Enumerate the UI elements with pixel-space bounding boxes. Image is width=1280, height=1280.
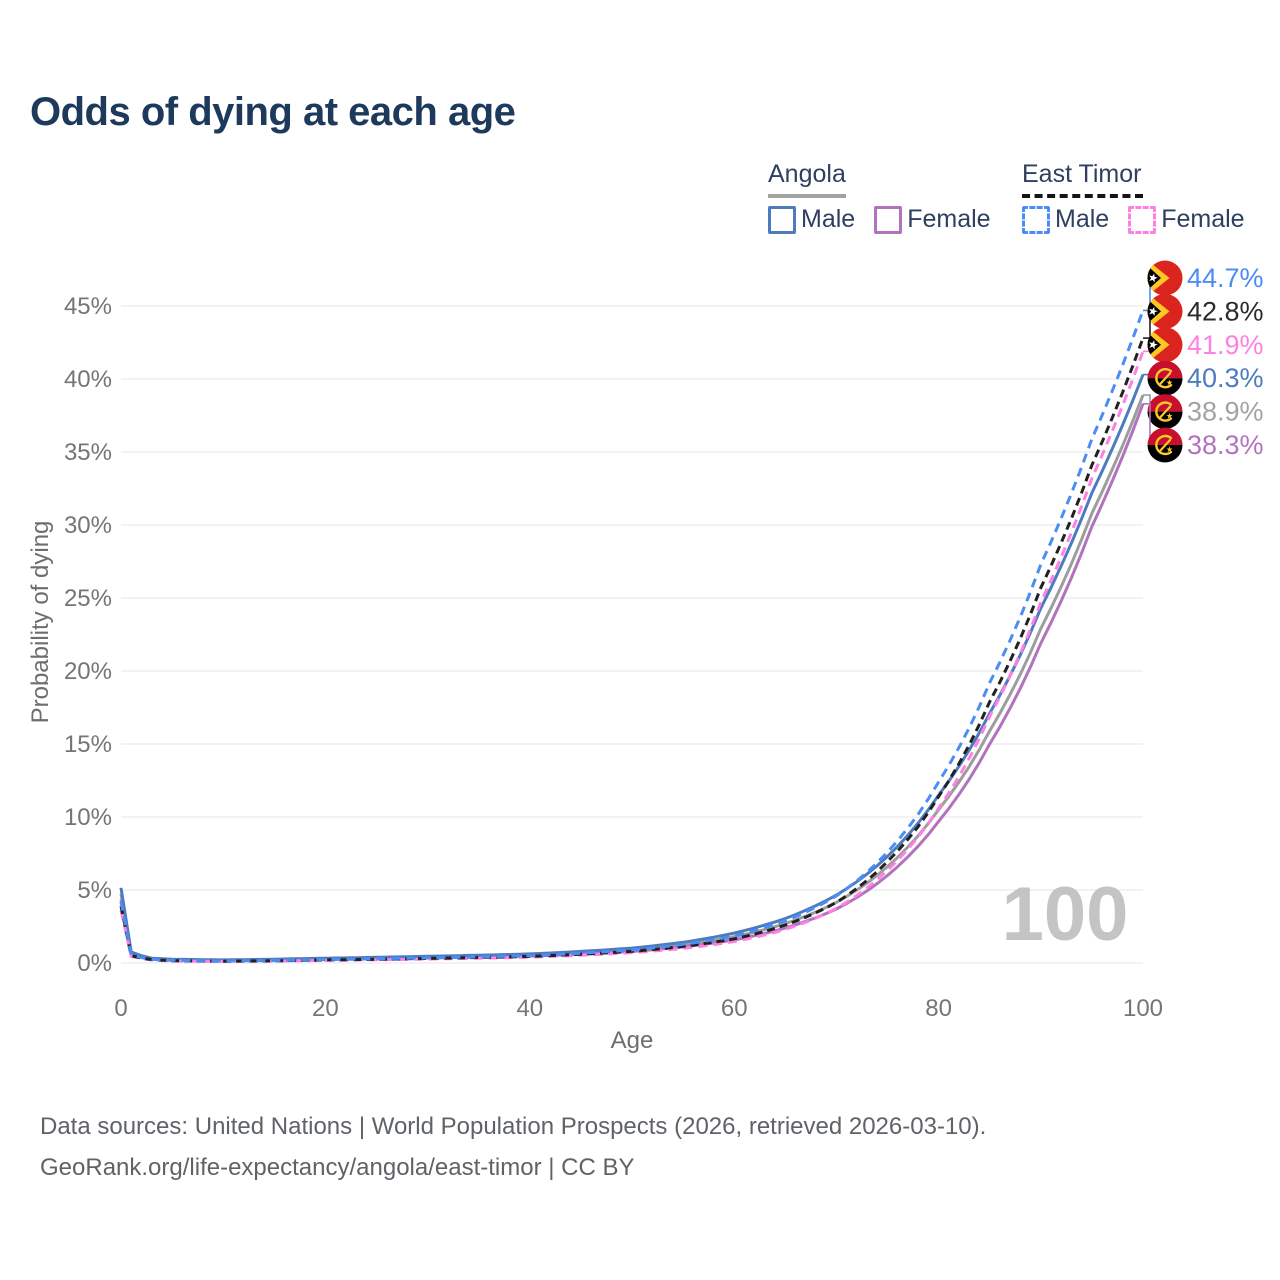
series-line-tl-male bbox=[119, 309, 1145, 963]
series-line-ao-avg bbox=[119, 394, 1145, 962]
legend-item-east-timor-female[interactable]: Female bbox=[1128, 205, 1245, 234]
y-tick-label: 0% bbox=[77, 950, 112, 977]
end-label-tl-male: 44.7% bbox=[1187, 263, 1264, 293]
legend-item-angola-male[interactable]: Male bbox=[768, 205, 855, 234]
y-tick-label: 5% bbox=[77, 877, 112, 904]
y-tick-label: 25% bbox=[64, 585, 112, 612]
footer-attribution: GeoRank.org/life-expectancy/angola/east-… bbox=[40, 1154, 635, 1181]
legend-item-label: Female bbox=[1161, 205, 1245, 233]
x-tick-label: 60 bbox=[721, 995, 748, 1022]
page-title: Odds of dying at each age bbox=[30, 90, 516, 134]
east-timor-flag-icon bbox=[1147, 293, 1183, 329]
angola-flag-icon bbox=[1147, 427, 1183, 463]
end-label-ao-male: 40.3% bbox=[1187, 363, 1264, 393]
x-tick-label: 0 bbox=[114, 995, 127, 1022]
end-label-tl-avg: 42.8% bbox=[1187, 296, 1264, 326]
angola-female-swatch-icon bbox=[874, 205, 903, 234]
y-tick-label: 10% bbox=[64, 804, 112, 831]
age-watermark: 100 bbox=[1002, 872, 1129, 957]
y-tick-label: 20% bbox=[64, 658, 112, 685]
x-axis-title: Age bbox=[611, 1027, 654, 1054]
y-tick-label: 15% bbox=[64, 731, 112, 758]
legend-east-timor-title: East Timor bbox=[1022, 160, 1143, 198]
legend-item-angola-female[interactable]: Female bbox=[874, 205, 991, 234]
footer: Data sources: United Nations | World Pop… bbox=[40, 1106, 986, 1188]
east-timor-male-swatch-icon bbox=[1022, 205, 1050, 234]
end-label-tl-female: 41.9% bbox=[1187, 330, 1264, 360]
legend-item-label: Male bbox=[801, 205, 856, 233]
angola-flag-icon bbox=[1147, 360, 1183, 396]
angola-flag-icon bbox=[1147, 394, 1183, 430]
y-axis-title: Probability of dying bbox=[27, 521, 54, 724]
x-tick-label: 40 bbox=[516, 995, 543, 1022]
legend-group-angola: Angola Male Female bbox=[768, 160, 991, 234]
east-timor-flag-icon bbox=[1147, 327, 1183, 363]
y-tick-label: 35% bbox=[64, 439, 112, 466]
east-timor-female-swatch-icon bbox=[1128, 205, 1157, 234]
x-tick-label: 80 bbox=[925, 995, 952, 1022]
series-line-tl-female bbox=[119, 350, 1145, 963]
x-tick-label: 100 bbox=[1123, 995, 1163, 1022]
y-tick-label: 40% bbox=[64, 366, 112, 393]
legend-group-east-timor: East Timor Male Female bbox=[1022, 160, 1245, 234]
x-tick-label: 20 bbox=[312, 995, 339, 1022]
y-tick-label: 30% bbox=[64, 512, 112, 539]
legend-item-label: Female bbox=[907, 205, 991, 233]
series-line-tl-avg bbox=[119, 337, 1145, 963]
end-label-ao-avg: 38.9% bbox=[1187, 397, 1264, 427]
east-timor-flag-icon bbox=[1147, 260, 1183, 296]
angola-male-swatch-icon bbox=[768, 205, 796, 234]
y-tick-label: 45% bbox=[64, 293, 112, 320]
footer-data-sources: Data sources: United Nations | World Pop… bbox=[40, 1113, 987, 1140]
legend-angola-title: Angola bbox=[768, 160, 846, 198]
series-line-ao-male bbox=[119, 374, 1145, 962]
legend-item-east-timor-male[interactable]: Male bbox=[1022, 205, 1109, 234]
end-label-ao-female: 38.3% bbox=[1187, 430, 1264, 460]
legend-item-label: Male bbox=[1055, 205, 1110, 233]
